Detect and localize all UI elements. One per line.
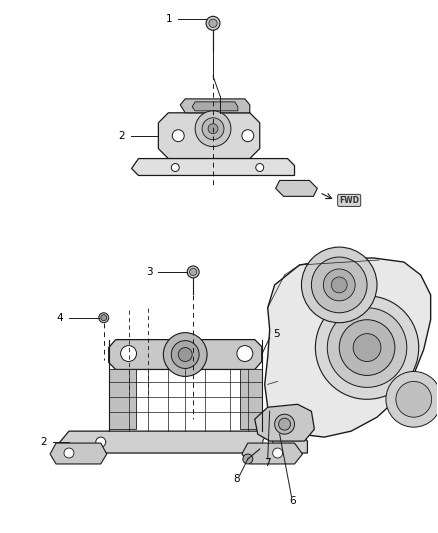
Circle shape <box>101 315 107 321</box>
Polygon shape <box>59 431 307 453</box>
Circle shape <box>386 372 438 427</box>
Polygon shape <box>109 340 262 369</box>
Text: 2: 2 <box>40 437 47 447</box>
Polygon shape <box>265 258 431 437</box>
Circle shape <box>331 277 347 293</box>
Circle shape <box>311 257 367 313</box>
Circle shape <box>99 313 109 322</box>
Circle shape <box>242 130 254 142</box>
Polygon shape <box>159 113 260 158</box>
Circle shape <box>209 19 217 28</box>
Circle shape <box>279 418 290 430</box>
Text: 7: 7 <box>265 458 271 468</box>
Circle shape <box>171 164 179 172</box>
Circle shape <box>202 118 224 140</box>
Circle shape <box>396 382 431 417</box>
Circle shape <box>353 334 381 361</box>
Polygon shape <box>192 102 238 111</box>
Circle shape <box>237 345 253 361</box>
Polygon shape <box>240 369 262 429</box>
Polygon shape <box>242 443 303 464</box>
Circle shape <box>256 164 264 172</box>
Polygon shape <box>50 443 107 464</box>
Circle shape <box>301 247 377 322</box>
Text: 5: 5 <box>274 329 280 338</box>
Circle shape <box>315 296 419 399</box>
Text: FWD: FWD <box>339 196 359 205</box>
Text: 6: 6 <box>289 496 296 506</box>
Circle shape <box>273 448 283 458</box>
Text: 2: 2 <box>118 131 124 141</box>
Polygon shape <box>131 158 294 175</box>
Polygon shape <box>109 369 135 429</box>
Polygon shape <box>276 181 318 196</box>
Text: 1: 1 <box>166 14 172 25</box>
Circle shape <box>327 308 407 387</box>
Circle shape <box>243 454 253 464</box>
Circle shape <box>64 448 74 458</box>
Circle shape <box>171 341 199 368</box>
Circle shape <box>323 269 355 301</box>
Circle shape <box>339 320 395 375</box>
Text: 3: 3 <box>146 267 152 277</box>
Circle shape <box>120 345 137 361</box>
Circle shape <box>206 17 220 30</box>
Polygon shape <box>180 99 250 113</box>
Text: 4: 4 <box>57 313 63 323</box>
Circle shape <box>187 266 199 278</box>
Circle shape <box>263 437 273 447</box>
Circle shape <box>208 124 218 134</box>
Text: 8: 8 <box>233 474 240 484</box>
Circle shape <box>172 130 184 142</box>
Circle shape <box>178 348 192 361</box>
Polygon shape <box>255 404 314 441</box>
Circle shape <box>190 269 197 276</box>
Circle shape <box>195 111 231 147</box>
Circle shape <box>163 333 207 376</box>
Circle shape <box>275 414 294 434</box>
Circle shape <box>96 437 106 447</box>
